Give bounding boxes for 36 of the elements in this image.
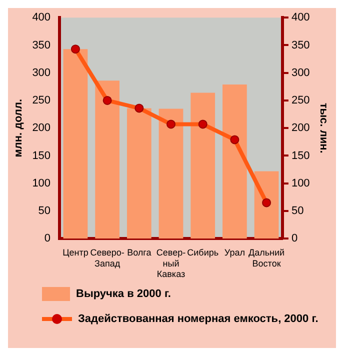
bar bbox=[63, 49, 88, 239]
bar bbox=[190, 92, 216, 239]
y-tick-label: 0 bbox=[44, 232, 51, 245]
y-tick-label: 350 bbox=[32, 39, 51, 52]
y2-tick-label: 100 bbox=[291, 177, 310, 190]
y2-axis-title: тыс. лин. bbox=[317, 102, 330, 154]
bar bbox=[158, 108, 184, 239]
y-tick-label: 100 bbox=[32, 177, 51, 190]
y-axis-title: млн. долл. bbox=[12, 98, 25, 158]
x-tick-label: Урал bbox=[224, 247, 245, 258]
bar bbox=[222, 84, 247, 239]
bar bbox=[95, 80, 120, 239]
x-tick-label: Волга bbox=[127, 247, 152, 258]
x-tick-label: Северо-Запад bbox=[90, 247, 124, 268]
bar bbox=[126, 108, 152, 239]
x-tick-label: Север-ный Кавказ bbox=[156, 247, 186, 280]
y-tick-label: 200 bbox=[32, 122, 51, 134]
y2-tick-label: 50 bbox=[291, 205, 304, 218]
y2-tick-label: 350 bbox=[291, 39, 310, 52]
y2-tick-label: 150 bbox=[291, 150, 310, 162]
x-tick-label: Сибирь bbox=[187, 247, 219, 258]
y2-tick-label: 300 bbox=[291, 66, 310, 79]
y2-tick-label: 200 bbox=[291, 122, 310, 134]
y-tick-label: 50 bbox=[38, 205, 51, 218]
x-tick-label: Дальний Восток bbox=[248, 247, 285, 268]
y2-tick-label: 400 bbox=[291, 12, 310, 24]
x-tick-label: Центр bbox=[62, 247, 88, 258]
y-tick-label: 400 bbox=[32, 12, 51, 24]
legend-label: Задействованная номерная емкость, 2000 г. bbox=[78, 313, 318, 325]
y2-tick-label: 250 bbox=[291, 94, 310, 107]
y2-tick-label: 0 bbox=[291, 232, 298, 245]
bar bbox=[254, 171, 279, 239]
y-tick-label: 300 bbox=[32, 66, 51, 79]
y-tick-label: 250 bbox=[32, 94, 51, 107]
legend-label: Выручка в 2000 г. bbox=[76, 288, 171, 300]
y-tick-label: 150 bbox=[32, 150, 51, 162]
